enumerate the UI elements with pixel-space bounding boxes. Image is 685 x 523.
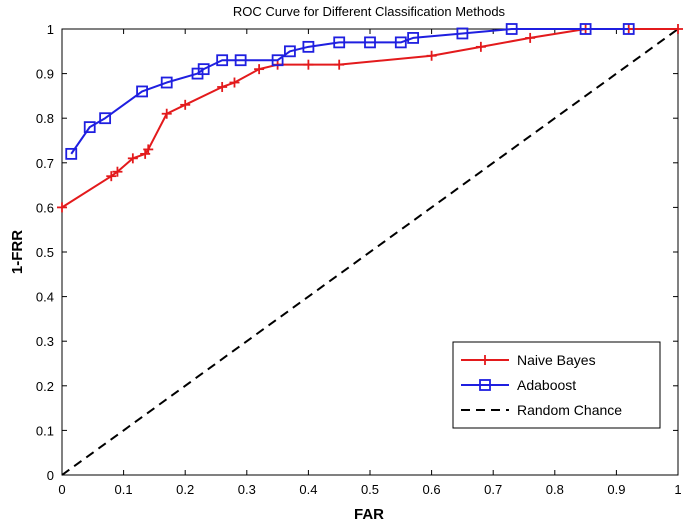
- x-tick-label: 0.8: [546, 482, 564, 497]
- legend-label: Naive Bayes: [517, 352, 596, 368]
- data-point-adaboost: [302, 40, 315, 53]
- x-tick-label: 0.1: [115, 482, 133, 497]
- y-tick-label: 0.4: [36, 290, 54, 305]
- x-axis: 0 0.1 0.2 0.3 0.4 0.5 0.6 0.7 0.8 0.9 1: [58, 29, 682, 497]
- data-point-adaboost: [197, 63, 210, 76]
- legend-item-naive-bayes: Naive Bayes: [461, 352, 596, 368]
- x-tick-label: 0.5: [361, 482, 379, 497]
- data-point-adaboost: [99, 112, 112, 125]
- data-point-adaboost: [579, 23, 592, 35]
- y-tick-label: 0.2: [36, 379, 54, 394]
- legend-item-adaboost: Adaboost: [461, 377, 576, 393]
- legend-label: Adaboost: [517, 377, 576, 393]
- data-point-naive-bayes: [525, 32, 536, 43]
- data-point-adaboost: [407, 32, 420, 44]
- y-tick-label: 0.9: [36, 67, 54, 82]
- series-line-random-chance: [61, 28, 679, 476]
- data-point-naive-bayes: [180, 99, 191, 110]
- data-point-adaboost: [136, 85, 148, 98]
- legend-item-random-chance: Random Chance: [461, 402, 622, 418]
- data-point-naive-bayes: [254, 64, 265, 75]
- data-point-naive-bayes: [143, 144, 154, 155]
- data-point-adaboost: [65, 147, 78, 160]
- x-tick-label: 0.4: [299, 482, 317, 497]
- data-point-naive-bayes: [127, 153, 138, 164]
- data-point-naive-bayes: [161, 108, 172, 119]
- x-tick-label: 0.9: [607, 482, 625, 497]
- y-tick-label: 0.7: [36, 156, 54, 171]
- legend: Naive Bayes Adaboost Random Chance: [452, 341, 661, 429]
- data-point-naive-bayes: [229, 77, 240, 88]
- x-tick-label: 0.3: [238, 482, 256, 497]
- chart-title: ROC Curve for Different Classification M…: [233, 4, 506, 19]
- series-random-chance: [61, 28, 679, 476]
- data-point-adaboost: [271, 54, 284, 67]
- data-point-naive-bayes: [303, 59, 314, 70]
- data-point-adaboost: [234, 54, 247, 67]
- y-tick-label: 0.1: [36, 423, 54, 438]
- x-tick-label: 0.6: [423, 482, 441, 497]
- data-point-naive-bayes: [673, 24, 683, 34]
- data-point-adaboost: [622, 23, 635, 35]
- data-point-adaboost: [456, 27, 469, 40]
- legend-label: Random Chance: [517, 402, 622, 418]
- legend-marker: [479, 379, 491, 391]
- data-point-adaboost: [333, 36, 346, 49]
- y-axis: 0 0.1 0.2 0.3 0.4 0.5 0.6 0.7 0.8 0.9 1: [36, 22, 678, 483]
- x-tick-label: 0.2: [176, 482, 194, 497]
- y-axis-label: 1-FRR: [9, 230, 26, 274]
- data-point-adaboost: [160, 76, 173, 89]
- data-point-naive-bayes: [106, 171, 117, 182]
- data-point-naive-bayes: [426, 50, 437, 61]
- y-tick-label: 1: [47, 22, 54, 37]
- data-point-naive-bayes: [217, 81, 228, 92]
- y-tick-label: 0: [47, 468, 54, 483]
- x-axis-label: FAR: [354, 506, 384, 523]
- x-tick-label: 0: [58, 482, 65, 497]
- data-point-adaboost: [284, 45, 296, 58]
- y-tick-label: 0.3: [36, 334, 54, 349]
- y-tick-label: 0.5: [36, 245, 54, 260]
- data-point-naive-bayes: [475, 41, 486, 52]
- y-tick-label: 0.6: [36, 200, 54, 215]
- data-point-adaboost: [83, 121, 96, 134]
- data-point-adaboost: [364, 36, 376, 49]
- data-point-naive-bayes: [334, 59, 345, 70]
- x-tick-label: 1: [674, 482, 681, 497]
- x-tick-label: 0.7: [484, 482, 502, 497]
- data-point-adaboost: [216, 54, 229, 67]
- data-point-adaboost: [394, 36, 407, 49]
- data-point-adaboost: [505, 23, 518, 35]
- series-layer: [57, 23, 683, 476]
- series-adaboost: [65, 23, 635, 160]
- data-point-naive-bayes: [112, 166, 123, 177]
- legend-marker: [480, 355, 490, 365]
- y-tick-label: 0.8: [36, 111, 54, 126]
- data-point-naive-bayes: [57, 202, 67, 213]
